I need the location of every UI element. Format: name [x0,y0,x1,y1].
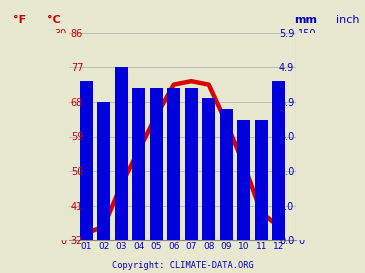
Bar [202,98,215,240]
Bar [132,88,145,240]
Text: mm: mm [295,14,318,25]
Text: °C: °C [47,14,61,25]
Bar [80,81,93,240]
Text: °F: °F [13,14,26,25]
Bar [255,120,268,240]
Text: inch: inch [336,14,360,25]
Bar [167,88,180,240]
Bar [150,88,163,240]
Bar [220,109,233,240]
Bar [272,81,285,240]
Bar [237,120,250,240]
Bar [115,67,128,240]
Text: Copyright: CLIMATE-DATA.ORG: Copyright: CLIMATE-DATA.ORG [112,261,253,270]
Bar [185,88,198,240]
Bar [97,102,110,240]
